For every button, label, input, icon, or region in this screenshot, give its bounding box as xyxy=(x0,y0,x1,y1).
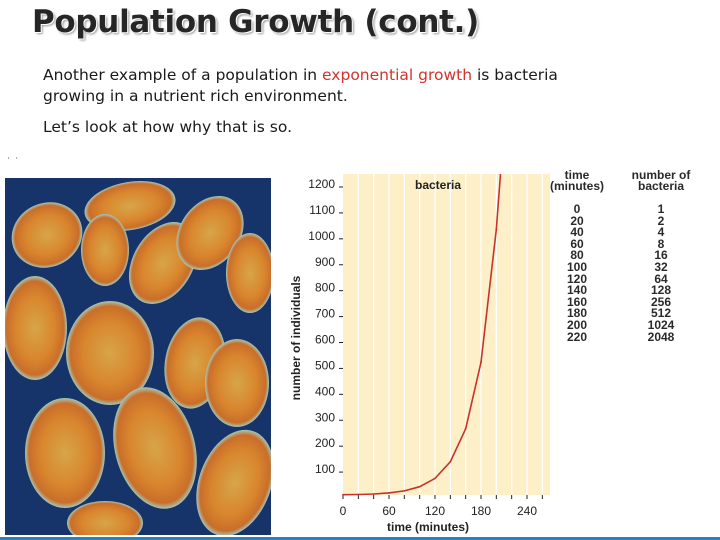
y-axis: 100 200 300 400 500 600 700 800 900 1000 1100 1200 xyxy=(308,177,343,476)
count-value: 32 xyxy=(654,259,668,274)
y-tick-label: 1000 xyxy=(308,229,335,243)
y-tick-label: 500 xyxy=(315,358,335,372)
bacterium-cell xyxy=(11,202,83,268)
count-value: 16 xyxy=(654,248,668,263)
bacterium-cell xyxy=(176,195,244,271)
data-point xyxy=(434,477,436,480)
bottom-accent-bar xyxy=(0,537,720,540)
growth-chart: 100200300400500600700800900100011001200 … xyxy=(289,173,550,534)
data-point xyxy=(357,493,360,496)
count-value: 512 xyxy=(650,306,672,321)
y-tick-label: 200 xyxy=(315,436,335,450)
time-column: time (minutes) 0 20 40 60 80 100 120 140 160 180 2… xyxy=(538,168,616,344)
time-values: 0 20 40 60 80 100 120 140 160 180 200 220 xyxy=(538,202,616,344)
bacterium-cell xyxy=(226,233,271,313)
time-value: 180 xyxy=(566,306,588,321)
y-tick-label: 400 xyxy=(315,384,335,398)
time-value: 140 xyxy=(566,283,588,298)
y-tick-label: 1200 xyxy=(308,177,335,191)
bacterium-cell xyxy=(25,398,105,508)
count-value: 8 xyxy=(657,236,665,251)
growth-curve xyxy=(342,173,502,496)
count-value: 1024 xyxy=(647,317,675,332)
bacterium-cell xyxy=(196,429,271,535)
data-point xyxy=(388,492,390,494)
time-value: 60 xyxy=(570,236,584,251)
intro-paragraph: Another example of a population in expon… xyxy=(43,65,558,107)
count-value: 4 xyxy=(657,225,665,240)
count-value: 256 xyxy=(650,294,672,309)
count-value: 128 xyxy=(650,283,672,298)
bacterium-cell xyxy=(81,214,129,286)
chart-title: bacteria xyxy=(415,178,461,192)
x-tick-label: 60 xyxy=(382,504,396,518)
y-tick-label: 800 xyxy=(315,281,335,295)
plot-area xyxy=(343,174,550,495)
count-column: number of bacteria 1 2 4 8 16 32 64 128 256 512 10… xyxy=(626,168,696,344)
intro-text-line2: growing in a nutrient rich environment. xyxy=(43,87,348,105)
time-value: 100 xyxy=(566,259,588,274)
data-point xyxy=(464,427,467,430)
x-tick-label: 0 xyxy=(340,504,347,518)
time-value: 80 xyxy=(570,248,584,263)
slide-title: Population Growth (cont.) xyxy=(32,4,479,40)
time-value: 0 xyxy=(573,202,581,216)
x-tick-label: 180 xyxy=(471,504,491,518)
data-point xyxy=(449,460,452,463)
figure: 100 200 300 400 500 600 700 800 900 1000 1100 1200 … xyxy=(0,160,720,540)
x-tick-label: 240 xyxy=(517,504,537,518)
bacterium-cell xyxy=(67,501,143,535)
time-value: 40 xyxy=(570,225,584,240)
data-point xyxy=(480,361,482,364)
y-tick-label: 100 xyxy=(315,462,335,476)
y-tick-label: 300 xyxy=(315,410,335,424)
data-point xyxy=(403,489,406,492)
y-axis-label: number of individuals xyxy=(289,275,303,400)
x-tick-label: 120 xyxy=(425,504,445,518)
corner-mark: ˙ ˙ xyxy=(6,157,20,168)
exponential-growth-highlight: exponential growth xyxy=(322,66,473,84)
intro-text-b: is bacteria xyxy=(472,66,558,84)
data-point xyxy=(418,485,421,488)
y-tick-label: 900 xyxy=(315,255,335,269)
y-tick-label: 600 xyxy=(315,333,335,347)
y-tick-label: 1100 xyxy=(309,203,335,217)
time-value: 20 xyxy=(570,213,584,228)
y-tick-label: 700 xyxy=(315,307,335,321)
count-value: 64 xyxy=(654,271,668,286)
count-value: 2 xyxy=(657,213,665,228)
count-values: 1 2 4 8 16 32 64 128 256 512 1024 2048 xyxy=(626,202,696,344)
count-value: 2048 xyxy=(647,329,675,344)
growth-series xyxy=(342,173,502,496)
bacterium-cell xyxy=(66,301,154,405)
vertical-gridlines xyxy=(357,174,543,495)
time-value: 160 xyxy=(566,294,588,309)
time-value: 120 xyxy=(566,271,588,286)
bacterium-cell xyxy=(5,276,67,380)
bacterium-cell xyxy=(205,339,269,427)
intro-text-a: Another example of a population in xyxy=(43,66,323,84)
count-column-header: number of bacteria xyxy=(631,168,691,193)
data-point xyxy=(342,493,344,496)
x-axis: 0 60 120 180 240 xyxy=(340,495,543,518)
data-point xyxy=(495,228,498,231)
bacterium-cell xyxy=(113,387,197,509)
time-column-header: time (minutes) xyxy=(550,168,604,193)
time-value: 200 xyxy=(566,317,588,332)
x-axis-label: time (minutes) xyxy=(387,520,469,534)
count-value: 1 xyxy=(657,202,665,216)
bacteria-micrograph xyxy=(5,178,271,535)
followup-paragraph: Let’s look at how why that is so. xyxy=(43,118,293,136)
data-point xyxy=(372,493,375,495)
time-value: 220 xyxy=(566,329,588,344)
